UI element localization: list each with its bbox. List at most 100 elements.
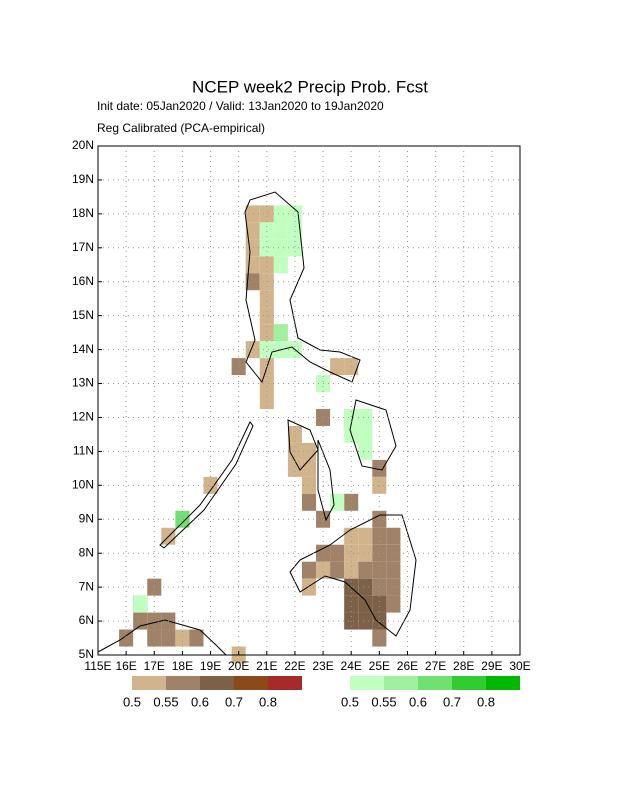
legend-label: 0.55 [153, 694, 178, 709]
x-tick-label: 23E [312, 659, 333, 673]
legend-label: 0.7 [443, 694, 461, 709]
subtitle: Init date: 05Jan2020 / Valid: 13Jan2020 … [97, 99, 384, 113]
y-tick-label: 9N [79, 511, 94, 525]
grid-cell [287, 205, 302, 223]
grid-cell [147, 578, 162, 596]
grid-cell [175, 629, 190, 647]
y-tick-label: 11N [73, 444, 94, 458]
grid-cell [203, 476, 218, 494]
y-tick-label: 13N [72, 376, 94, 390]
grid-cell [259, 392, 274, 409]
grid-cell [372, 544, 387, 562]
grid-cell [259, 324, 274, 342]
legend-label: 0.7 [225, 694, 243, 709]
grid-cell [133, 612, 148, 630]
grid-cell [273, 256, 288, 274]
y-tick-label: 15N [72, 308, 94, 322]
grid-cell [245, 341, 260, 359]
y-tick-label: 12N [72, 410, 94, 424]
grid-cell [259, 290, 274, 308]
x-tick-label: 17E [144, 659, 165, 673]
grid-cell [175, 510, 190, 528]
coastline [287, 419, 319, 471]
grid-cell [330, 561, 345, 579]
grid-cell [372, 629, 387, 647]
legend-label: 0.55 [371, 694, 396, 709]
x-tick-label: 16E [115, 659, 136, 673]
grid-cell [330, 358, 345, 376]
x-tick-label: 115E [84, 659, 111, 673]
chart-title: NCEP week2 Precip Prob. Fcst [192, 77, 428, 96]
grid-cell [386, 527, 401, 545]
y-tick-label: 19N [72, 172, 94, 186]
legend-swatch [452, 676, 486, 690]
grid-cell [245, 239, 260, 257]
grid-cell [358, 544, 373, 562]
y-tick-label: 6N [79, 613, 94, 627]
grid-cell [273, 205, 288, 223]
grid-cell [344, 493, 359, 511]
x-tick-label: 29E [481, 659, 502, 673]
coastline [349, 399, 397, 471]
y-tick-label: 8N [79, 545, 94, 559]
y-tick-label: 5N [79, 647, 94, 661]
legend-label: 0.8 [477, 694, 495, 709]
legend-swatch [418, 676, 452, 690]
grid-cell [372, 561, 387, 579]
grid-cell [330, 544, 345, 562]
grid-cell [301, 459, 317, 477]
legend: 0.5 0.55 0.6 0.7 0.8 0.5 0.55 0.6 0.7 0.8 [123, 676, 520, 709]
grid-cell [358, 527, 373, 545]
y-tick-label: 18N [72, 206, 94, 220]
grid-cell [287, 222, 302, 240]
grid-cell [147, 629, 162, 647]
grid-cell [386, 561, 401, 579]
grid-cell [358, 578, 373, 596]
legend-swatch [486, 676, 520, 690]
x-tick-label: 20E [228, 659, 249, 673]
plot-frame [97, 145, 521, 656]
coastline [317, 439, 335, 522]
grid-cell [358, 612, 373, 630]
axes: 115E 16E 17E 18E 19E 20E 21E 22E 23E 24E 25E 26E 27E… [72, 138, 531, 673]
coastline [159, 421, 254, 549]
grid-cell [358, 408, 373, 426]
grid-cell [287, 425, 302, 443]
grid-cell [301, 493, 317, 511]
grid-cell [259, 205, 274, 223]
legend-swatch [200, 676, 234, 690]
x-tick-label: 28E [453, 659, 474, 673]
grid-cell [358, 595, 373, 613]
x-tick-label: 18E [172, 659, 193, 673]
grid-cell [316, 561, 331, 579]
x-tick-label: 30E [509, 659, 530, 673]
grid-cell [259, 256, 274, 274]
grid-cell [301, 561, 317, 579]
grid-cell [161, 629, 176, 647]
legend-swatch [350, 676, 384, 690]
grid-cell [273, 222, 288, 240]
grid-cell [344, 561, 359, 579]
cell-layer [119, 205, 401, 664]
grid-cell [259, 222, 274, 240]
grid-cell [259, 239, 274, 257]
x-tick-label: 24E [341, 659, 362, 673]
grid-cell [189, 629, 204, 647]
x-tick-label: 19E [200, 659, 221, 673]
legend-label: 0.8 [259, 694, 277, 709]
y-tick-label: 16N [72, 274, 94, 288]
y-tick-label: 17N [72, 240, 94, 254]
x-tick-label: 25E [369, 659, 390, 673]
grid-cell [133, 595, 148, 613]
x-tick-label: 21E [256, 659, 277, 673]
grid-cell [273, 239, 288, 257]
subtitle: Reg Calibrated (PCA-empirical) [97, 121, 265, 135]
grid-cell [372, 578, 387, 596]
grid-cell [372, 595, 387, 613]
grid-cell [287, 239, 302, 257]
legend-swatch [234, 676, 268, 690]
legend-swatch [166, 676, 200, 690]
coastline [97, 619, 227, 656]
